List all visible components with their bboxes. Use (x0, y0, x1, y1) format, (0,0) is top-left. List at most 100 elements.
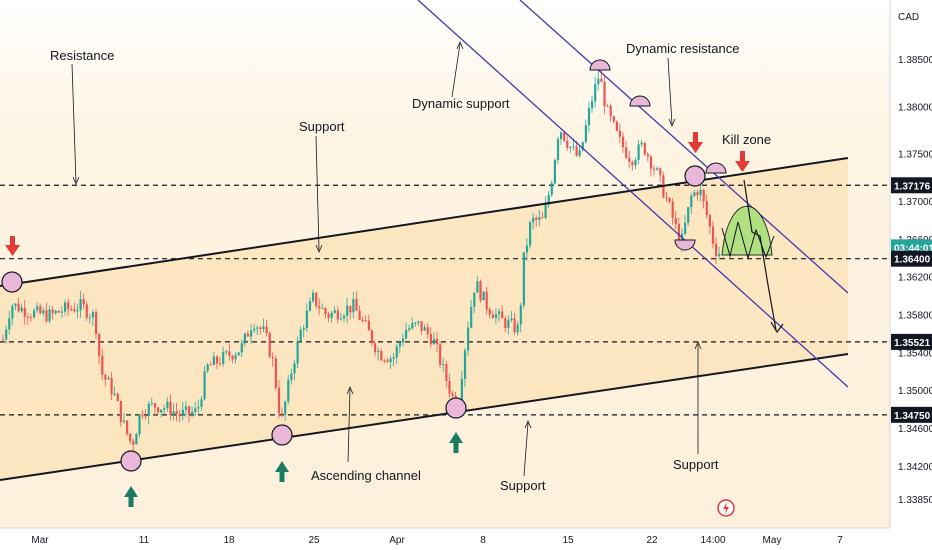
candle-body (163, 408, 166, 410)
candle-body (219, 363, 222, 365)
candle-body (126, 420, 129, 434)
candle-body (79, 299, 82, 311)
candle-body (470, 306, 473, 328)
candle-body (246, 333, 250, 337)
candle-body (680, 233, 684, 244)
candle-body (448, 380, 451, 394)
down-arrow-icon (5, 236, 20, 256)
candle-body (67, 302, 70, 309)
candle-body (451, 393, 454, 396)
candle-body (250, 330, 253, 337)
annotation-support: Support (299, 119, 345, 134)
candle-body (708, 214, 711, 227)
time-tick-label: 11 (139, 535, 150, 546)
candle-body (603, 81, 606, 106)
up-arrow-icon (449, 432, 463, 453)
price-tags: 1.37176 03:44:011.36400 1.35521 1.34750 (891, 177, 932, 423)
candle-body (132, 440, 135, 445)
candle-body (82, 299, 85, 305)
candle-body (253, 328, 256, 331)
candle-body (609, 105, 612, 117)
candle-body (426, 327, 429, 334)
candle-body (556, 139, 560, 160)
touch-marker (589, 59, 611, 71)
candle-body (2, 339, 5, 341)
candle-body (8, 318, 11, 330)
price-axis (890, 0, 932, 550)
candle-body (17, 303, 20, 312)
candle-body (395, 346, 398, 358)
candle-body (460, 379, 463, 403)
up-arrow-icon (124, 486, 138, 507)
candle-body (507, 320, 510, 329)
candle-body (398, 342, 401, 347)
candle-body (414, 322, 417, 324)
candle-body (110, 377, 113, 395)
candle-body (129, 433, 132, 441)
candle-body (377, 351, 380, 353)
candle-body (194, 408, 197, 412)
candle-body (699, 189, 702, 196)
candle-body (119, 401, 122, 423)
candle-body (64, 302, 67, 312)
candle-body (364, 320, 367, 322)
touch-marker (674, 239, 696, 251)
candle-body (612, 116, 615, 122)
candle-body (181, 409, 184, 417)
candle-body (405, 329, 408, 339)
time-ticks: Mar 11 18 25 Apr 8 15 22 14:00 May 7 (31, 535, 843, 546)
dynamic-resistance-line (519, 0, 849, 294)
candle-body (262, 326, 265, 329)
candle-body (197, 407, 200, 409)
candle-body (305, 310, 308, 329)
candle-body (358, 310, 361, 320)
candle-body (73, 308, 76, 312)
candle-body (330, 312, 333, 318)
candle-body (42, 310, 45, 314)
candle-body (634, 159, 637, 166)
time-tick-label: May (763, 535, 782, 546)
candle-body (299, 329, 302, 341)
candle-body (259, 327, 262, 329)
candle-body (296, 340, 299, 364)
candle-body (88, 317, 91, 319)
price-tag (891, 333, 932, 350)
candle-body (321, 308, 324, 310)
candle-body (231, 356, 234, 360)
candle-body (584, 125, 587, 143)
annotation-support: Support (673, 457, 719, 472)
candle-body (287, 379, 290, 402)
candle-body (550, 183, 553, 195)
candle-body (656, 168, 659, 170)
candle-body (677, 223, 680, 244)
candle-body (352, 299, 355, 313)
candle-body (581, 142, 584, 151)
candle-body (513, 318, 516, 333)
candle-body (473, 292, 476, 307)
candle-body (122, 420, 126, 423)
candle-body (485, 291, 488, 310)
candle-body (5, 329, 8, 340)
candle-body (370, 330, 374, 344)
candle-body (26, 316, 29, 318)
candle-body (606, 105, 609, 107)
candle-body (312, 292, 315, 302)
candle-body (436, 338, 439, 345)
candle-body (538, 217, 541, 220)
candle-body (718, 253, 721, 257)
touch-marker (629, 95, 651, 107)
candle-body (324, 308, 327, 315)
candle-body (640, 142, 643, 145)
price-tag (891, 250, 932, 267)
annotation-kill-zone: Kill zone (722, 132, 771, 147)
candle-body (553, 159, 556, 184)
candle-body (11, 306, 14, 319)
candle-body (420, 321, 423, 331)
candle-body (532, 217, 535, 223)
candle-body (674, 217, 677, 224)
price-tick-label: 1.35000 (898, 386, 932, 397)
annotation-resistance: Resistance (50, 48, 114, 63)
candle-body (522, 252, 525, 306)
event-lightning-icon[interactable] (717, 499, 735, 517)
